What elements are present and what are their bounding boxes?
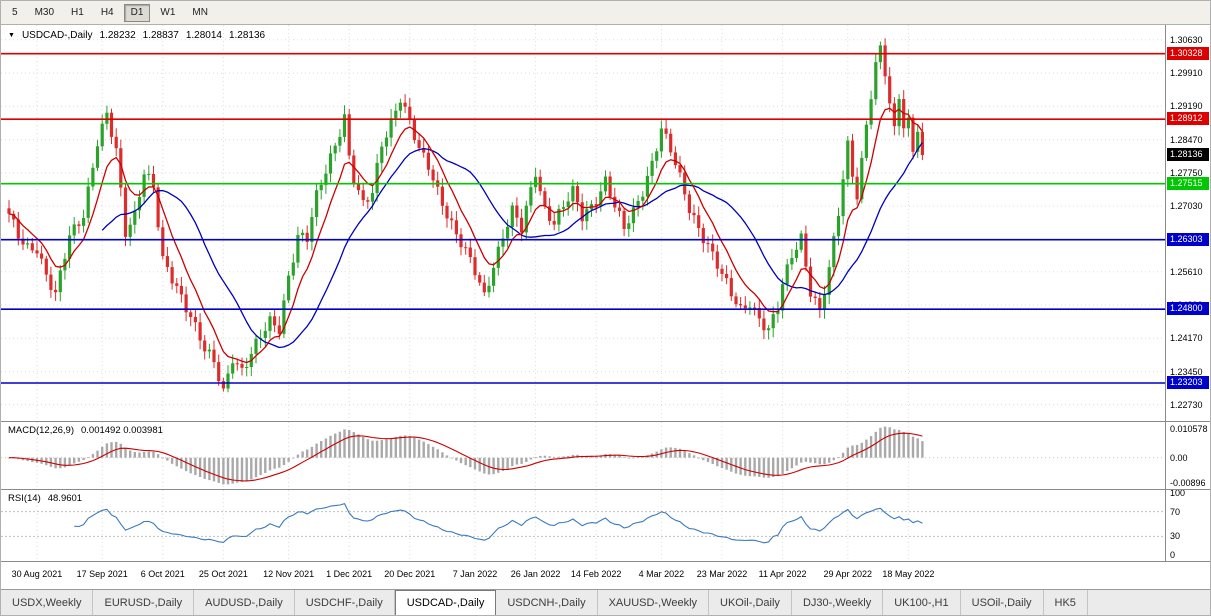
tab-audusd-daily[interactable]: AUDUSD-,Daily [194, 590, 295, 615]
date-label: 14 Feb 2022 [570, 569, 622, 579]
date-label: 4 Mar 2022 [638, 569, 685, 579]
tab-usoil-daily[interactable]: USOil-,Daily [961, 590, 1044, 615]
price-tick: 1.29190 [1170, 101, 1203, 112]
timeframe-m30[interactable]: M30 [34, 6, 55, 18]
level-price-badge: 1.23203 [1167, 375, 1209, 389]
timeframe-toolbar: 5 M30 H1 H4 D1 W1 MN [1, 1, 1210, 25]
tab-eurusd-daily[interactable]: EURUSD-,Daily [93, 590, 195, 615]
date-label: 1 Dec 2021 [326, 569, 373, 579]
current-price-badge: 1.28136 [1167, 148, 1209, 162]
tab-hk5[interactable]: HK5 [1044, 590, 1088, 615]
rsi-axis-label: 30 [1170, 531, 1181, 542]
macd-axis-label: -0.00896 [1170, 478, 1206, 488]
tab-usdchf-daily[interactable]: USDCHF-,Daily [295, 590, 395, 615]
tab-uk100-h1[interactable]: UK100-,H1 [883, 590, 961, 615]
pane-separator [1, 489, 1210, 490]
price-tick: 1.24170 [1170, 333, 1203, 344]
rsi-line [74, 503, 923, 544]
timeframe-h1[interactable]: H1 [71, 6, 84, 18]
rsi-axis-label: 0 [1170, 550, 1176, 560]
price-tick: 1.22730 [1170, 399, 1203, 410]
pane-separator [1, 561, 1210, 562]
level-price-badge: 1.28912 [1167, 112, 1209, 126]
tab-usdcad-daily[interactable]: USDCAD-,Daily [394, 590, 497, 615]
quote-low: 1.28014 [185, 30, 222, 41]
level-price-badge: 1.30328 [1167, 46, 1209, 60]
chart-dropdown-icon[interactable]: ▼ [8, 32, 15, 39]
chart-window: ▼ USDCAD-,Daily 1.28232 1.28837 1.28014 … [1, 25, 1210, 589]
grid-layer [1, 25, 1166, 421]
rsi-axis-label: 100 [1170, 488, 1186, 498]
date-label: 7 Jan 2022 [452, 569, 498, 579]
pane-separator [1, 421, 1210, 422]
timeframe-h4[interactable]: H4 [100, 6, 114, 18]
tab-xauusd-weekly[interactable]: XAUUSD-,Weekly [598, 590, 710, 615]
rsi-label: RSI(14) 48.9601 [8, 493, 82, 504]
macd-name: MACD(12,26,9) [8, 425, 74, 436]
quote-close: 1.28136 [228, 30, 266, 41]
rsi-value: 48.9601 [47, 493, 83, 504]
chart-tabs-bar: USDX,Weekly EURUSD-,Daily AUDUSD-,Daily USD… [1, 589, 1210, 615]
quote-high: 1.28837 [142, 30, 179, 41]
level-price-badge: 1.24800 [1167, 302, 1209, 316]
date-label: 23 Mar 2022 [696, 569, 748, 579]
date-label: 25 Oct 2021 [198, 569, 248, 579]
time-axis[interactable]: 30 Aug 2021 17 Sep 2021 6 Oct 2021 25 Oct 2… [1, 562, 1210, 589]
date-label: 29 Apr 2022 [823, 569, 873, 579]
rsi-axis-label: 70 [1170, 506, 1181, 517]
rsi-name: RSI(14) [8, 493, 41, 504]
date-label: 20 Dec 2021 [384, 569, 436, 579]
candlestick-chart[interactable] [1, 25, 1166, 421]
price-scale[interactable]: 1.30630 1.29910 1.29190 1.28470 1.27750 1.270… [1165, 25, 1210, 562]
price-tick: 1.29910 [1170, 68, 1203, 79]
level-price-badge: 1.27515 [1167, 176, 1209, 190]
timeframe-d1[interactable]: D1 [123, 3, 151, 22]
date-label: 18 May 2022 [882, 569, 935, 579]
price-tick: 1.27030 [1170, 201, 1203, 212]
date-label: 30 Aug 2021 [11, 569, 63, 579]
date-label: 26 Jan 2022 [510, 569, 561, 579]
timeframe-w1[interactable]: W1 [160, 6, 176, 18]
quote-open: 1.28232 [99, 30, 136, 41]
ma-slow-line [101, 142, 923, 349]
chart-title: ▼ USDCAD-,Daily 1.28232 1.28837 1.28014 … [8, 30, 265, 41]
candles-layer [7, 38, 924, 393]
level-price-badge: 1.26303 [1167, 232, 1209, 246]
rsi-pane[interactable] [1, 490, 1166, 561]
date-label: 6 Oct 2021 [140, 569, 185, 579]
macd-axis-label: 0.00 [1170, 452, 1188, 463]
macd-values: 0.001492 0.003981 [81, 425, 163, 436]
timeframe-5[interactable]: 5 [12, 6, 18, 18]
macd-axis-label: 0.010578 [1170, 424, 1208, 434]
price-tick: 1.28470 [1170, 134, 1203, 145]
tab-ukoil-daily[interactable]: UKOil-,Daily [709, 590, 792, 615]
tab-usdx-weekly[interactable]: USDX,Weekly [1, 590, 94, 615]
timeframe-mn[interactable]: MN [192, 6, 208, 18]
price-tick: 1.30630 [1170, 34, 1203, 45]
tab-dj30-weekly[interactable]: DJ30-,Weekly [792, 590, 884, 615]
macd-pane[interactable] [1, 422, 1166, 489]
tab-usdcnh-daily[interactable]: USDCNH-,Daily [496, 590, 598, 615]
chart-symbol-label: USDCAD-,Daily [21, 30, 93, 41]
date-label: 12 Nov 2021 [263, 569, 315, 579]
macd-signal-line [9, 432, 923, 482]
macd-histogram [7, 426, 924, 485]
ma-fast-line [8, 107, 923, 364]
macd-label: MACD(12,26,9) 0.001492 0.003981 [8, 425, 163, 436]
price-tick: 1.27750 [1170, 167, 1203, 178]
price-tick: 1.25610 [1170, 266, 1203, 277]
price-tick: 1.23450 [1170, 366, 1203, 377]
date-label: 17 Sep 2021 [76, 569, 128, 579]
date-label: 11 Apr 2022 [758, 569, 807, 579]
